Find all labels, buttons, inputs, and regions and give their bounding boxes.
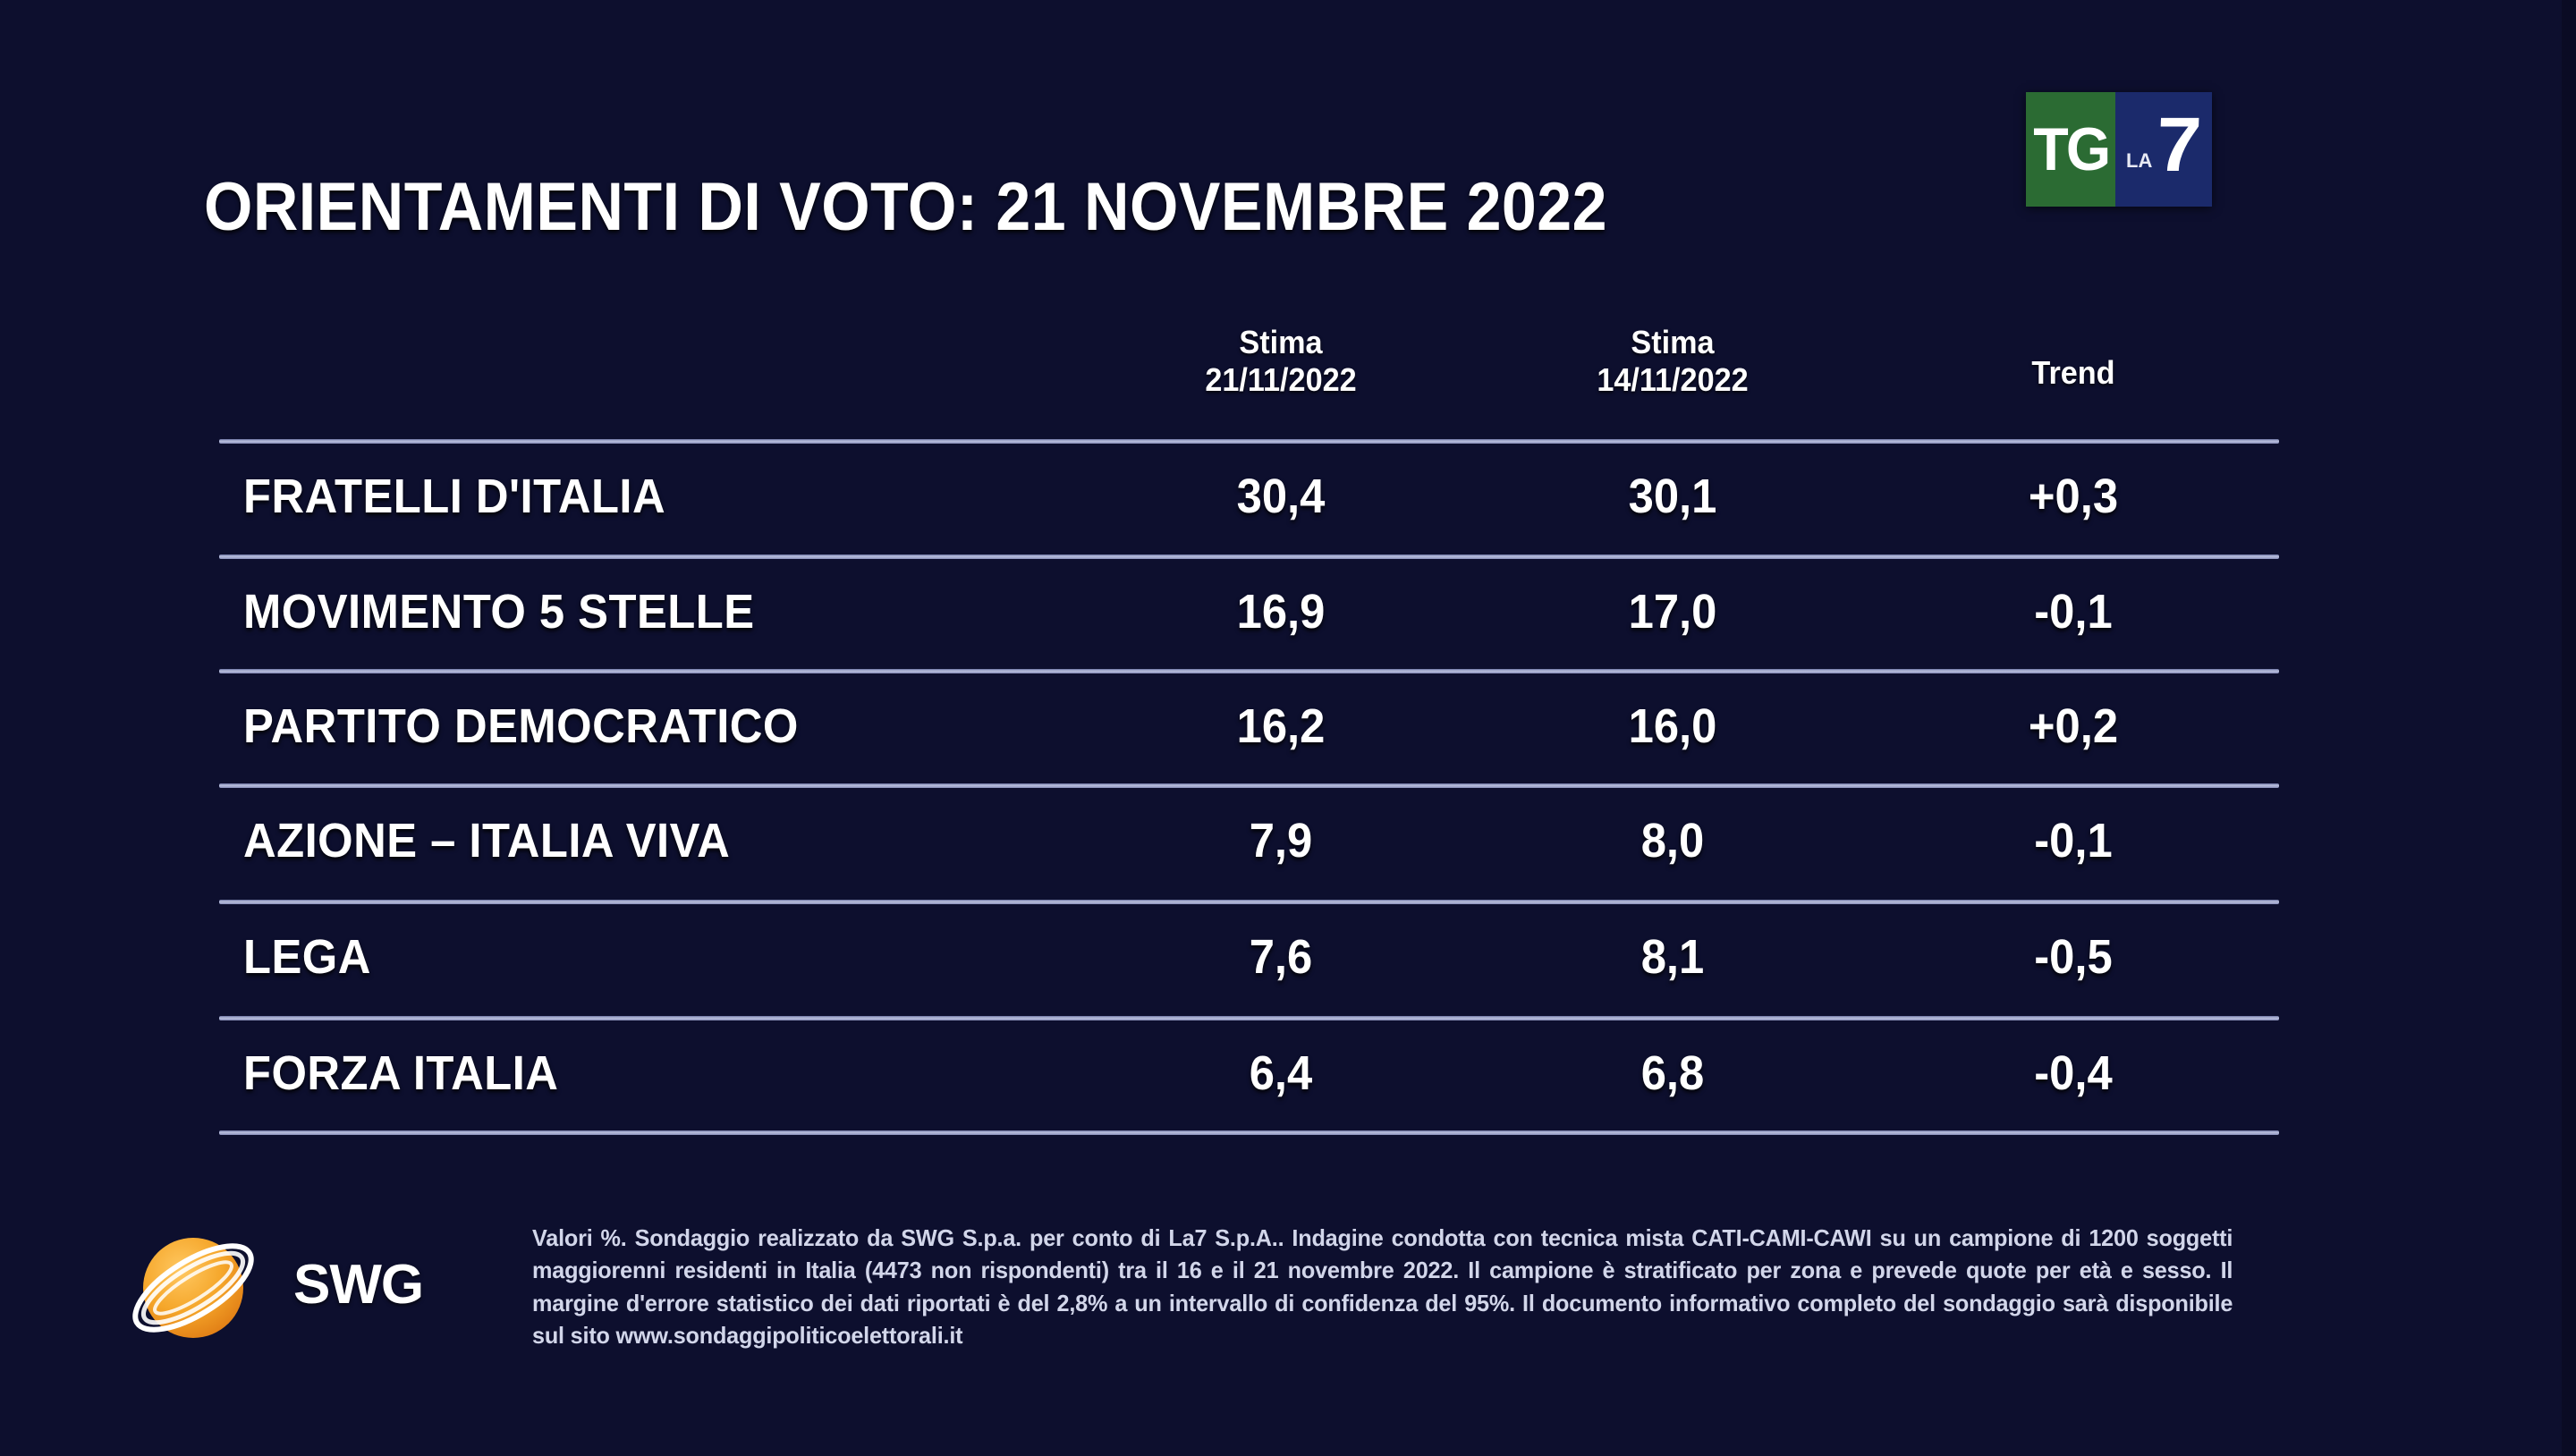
value-stima-current: 7,6: [1249, 930, 1313, 984]
party-name: PARTITO DEMOCRATICO: [243, 699, 799, 753]
tg-logo-block: TG: [2026, 92, 2115, 207]
column-header-stima-current: Stima 21/11/2022: [1115, 324, 1447, 400]
value-stima-current: 16,9: [1236, 585, 1326, 639]
tg-logo-text: TG: [2032, 115, 2111, 183]
table-separator-top: [219, 439, 2279, 444]
party-name: AZIONE – ITALIA VIVA: [243, 814, 731, 868]
value-trend: +0,2: [2028, 699, 2119, 753]
value-stima-previous: 8,1: [1640, 930, 1705, 984]
column-header-line2: 14/11/2022: [1597, 361, 1749, 399]
la7-logo-block: LA 7: [2115, 92, 2212, 207]
value-trend: -0,1: [2034, 585, 2113, 639]
right-edge-band: [2562, 0, 2576, 1456]
column-header-trend: Trend: [1908, 354, 2240, 392]
table-row: PARTITO DEMOCRATICO 16,2 16,0 +0,2: [219, 673, 2279, 788]
value-trend: -0,5: [2034, 930, 2113, 984]
table-row: AZIONE – ITALIA VIVA 7,9 8,0 -0,1: [219, 788, 2279, 902]
la7-logo-la-text: LA: [2126, 149, 2153, 172]
value-stima-current: 16,2: [1236, 699, 1326, 753]
value-trend: +0,3: [2028, 470, 2119, 523]
column-header-stima-previous: Stima 14/11/2022: [1507, 324, 1839, 400]
value-stima-previous: 6,8: [1640, 1046, 1705, 1100]
swg-globe-icon: [132, 1238, 254, 1338]
value-stima-previous: 17,0: [1628, 585, 1717, 639]
la7-logo-seven-text: 7: [2155, 102, 2204, 188]
column-header-line1: Stima: [1631, 324, 1715, 360]
column-header-line2: Trend: [2031, 354, 2115, 391]
value-stima-current: 30,4: [1236, 470, 1326, 523]
table-row: FORZA ITALIA 6,4 6,8 -0,4: [219, 1020, 2279, 1135]
poll-table: Stima 21/11/2022 Stima 14/11/2022 Trend …: [219, 313, 2279, 1135]
party-name: FORZA ITALIA: [243, 1046, 559, 1100]
column-header-line2: 21/11/2022: [1205, 361, 1357, 399]
methodology-disclaimer: Valori %. Sondaggio realizzato da SWG S.…: [532, 1222, 2233, 1352]
page-title: ORIENTAMENTI DI VOTO: 21 NOVEMBRE 2022: [204, 169, 1607, 245]
party-name: LEGA: [243, 930, 371, 984]
tg-la7-logo: TG LA 7: [2026, 92, 2212, 207]
swg-wordmark: SWG: [293, 1254, 424, 1316]
value-stima-previous: 8,0: [1640, 814, 1705, 868]
party-name: FRATELLI D'ITALIA: [243, 470, 666, 523]
table-separator: [219, 783, 2279, 788]
table-row: MOVIMENTO 5 STELLE 16,9 17,0 -0,1: [219, 559, 2279, 673]
disclaimer-text: Valori %. Sondaggio realizzato da SWG S.…: [532, 1224, 2233, 1350]
table-separator: [219, 554, 2279, 559]
value-stima-previous: 16,0: [1628, 699, 1717, 753]
table-separator: [219, 900, 2279, 904]
value-trend: -0,1: [2034, 814, 2113, 868]
table-row: FRATELLI D'ITALIA 30,4 30,1 +0,3: [219, 444, 2279, 558]
table-row: LEGA 7,6 8,1 -0,5: [219, 904, 2279, 1019]
value-stima-current: 6,4: [1249, 1046, 1313, 1100]
value-trend: -0,4: [2034, 1046, 2113, 1100]
table-separator-bottom: [219, 1130, 2279, 1135]
value-stima-previous: 30,1: [1628, 470, 1717, 523]
swg-logo: SWG: [107, 1215, 483, 1358]
party-name: MOVIMENTO 5 STELLE: [243, 585, 755, 639]
table-column-headers: Stima 21/11/2022 Stima 14/11/2022 Trend: [219, 313, 2279, 427]
table-separator: [219, 669, 2279, 673]
value-stima-current: 7,9: [1249, 814, 1313, 868]
table-separator: [219, 1016, 2279, 1020]
column-header-line1: Stima: [1239, 324, 1323, 360]
